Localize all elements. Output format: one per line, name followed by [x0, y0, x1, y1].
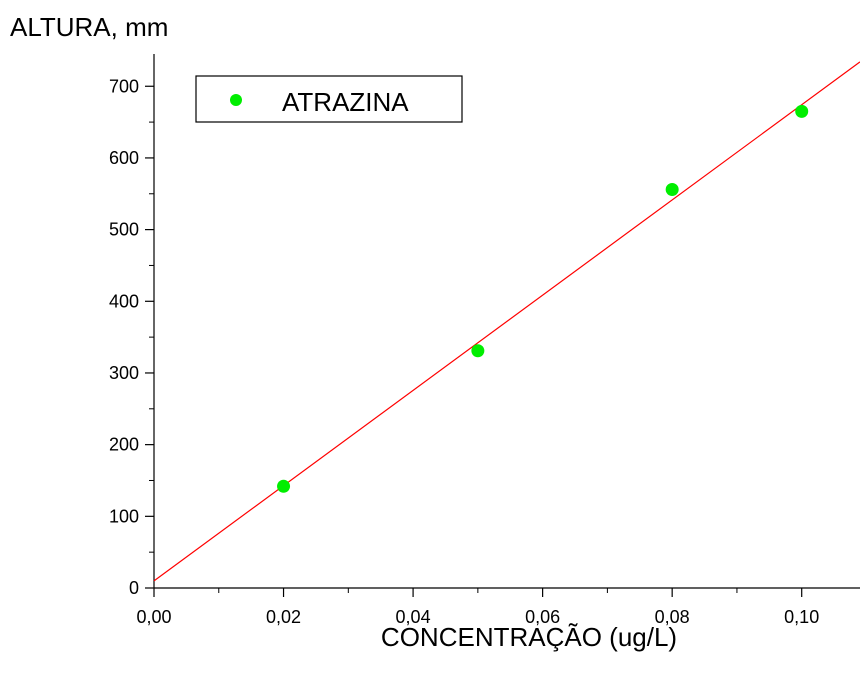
legend-marker: [230, 94, 242, 106]
y-ticks: 0 100 200 300 400 500 600 700: [109, 76, 154, 598]
fit-line: [153, 61, 860, 582]
legend-label: ATRAZINA: [282, 87, 409, 117]
x-axis-title: CONCENTRAÇÃO (ug/L): [381, 622, 677, 652]
x-tick-label: 0,00: [136, 607, 171, 627]
x-tick-label: 0,08: [655, 607, 690, 627]
x-tick-label: 0,10: [784, 607, 819, 627]
data-point: [471, 344, 485, 358]
axes: [153, 54, 860, 589]
legend: ATRAZINA: [195, 75, 463, 123]
x-ticks: 0,00 0,02 0,04 0,06 0,08 0,10: [136, 588, 819, 627]
points-layer: [277, 104, 809, 493]
y-tick-label: 300: [109, 363, 139, 383]
x-tick-label: 0,04: [396, 607, 431, 627]
y-tick-label: 500: [109, 220, 139, 240]
y-tick-label: 200: [109, 435, 139, 455]
y-tick-label: 700: [109, 76, 139, 96]
data-point: [795, 104, 809, 118]
data-point: [665, 182, 679, 196]
x-tick-label: 0,02: [266, 607, 301, 627]
x-tick-label: 0,06: [525, 607, 560, 627]
fit-line-layer: [153, 61, 860, 582]
y-tick-label: 400: [109, 291, 139, 311]
data-point: [277, 479, 291, 493]
y-axis-title: ALTURA, mm: [10, 12, 168, 42]
y-tick-label: 600: [109, 148, 139, 168]
y-tick-label: 0: [129, 578, 139, 598]
y-tick-label: 100: [109, 506, 139, 526]
